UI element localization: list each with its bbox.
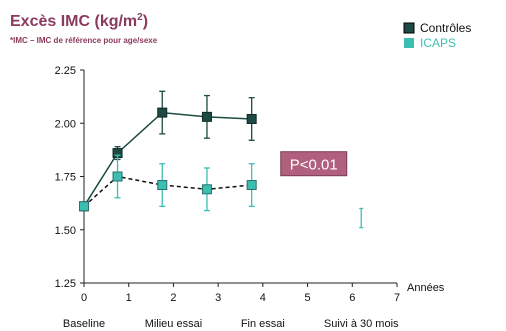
chart-title-main: Excès IMC (kg/m [10, 13, 137, 30]
data-point-1-1 [112, 171, 123, 182]
series-1 [79, 154, 257, 212]
data-point-0-2 [157, 107, 168, 118]
x-tick-label-7: 7 [394, 292, 400, 304]
x-axis-label: Années [407, 282, 445, 294]
legend-swatch-1 [404, 38, 414, 48]
x-tick-label-1: 1 [126, 292, 132, 304]
y-tick-label-2: 1.75 [55, 172, 76, 184]
legend-swatch-0 [403, 22, 415, 34]
series-0 [79, 90, 257, 212]
y-tick-label-1: 1.50 [55, 225, 76, 237]
legend-label-0: Contrôles [420, 21, 471, 35]
chart-title-sup: 2 [137, 12, 143, 23]
x-tick-label-3: 3 [215, 292, 221, 304]
chart-title-end: ) [143, 13, 148, 30]
x-tick-label-2: 2 [170, 292, 176, 304]
x-tick-label-0: 0 [81, 292, 87, 304]
y-tick-label-3: 2.00 [55, 118, 76, 130]
x-tick-label-4: 4 [260, 292, 266, 304]
legend-label-1: ICAPS [420, 36, 456, 50]
p-value-label: P<0.01 [290, 157, 338, 174]
plot-area: 1.25 1.50 1.75 2.00 2.25 0 1 2 3 4 5 6 7 Années Baseli… [55, 65, 445, 330]
chart-subtitle: *IMC – IMC de référence pour age/sexe [10, 36, 158, 45]
data-point-1-4 [246, 180, 257, 191]
y-tick-label-0: 1.25 [55, 278, 76, 290]
data-point-1-3 [201, 184, 212, 195]
x-category-label-1: Milieu essai [145, 318, 202, 330]
x-tick-label-5: 5 [305, 292, 311, 304]
data-point-1-2 [157, 180, 168, 191]
chart-title: Excès IMC (kg/m2) [10, 12, 148, 30]
x-category-label-3: Suivi à 30 mois [324, 318, 399, 330]
data-point-0-3 [201, 111, 212, 122]
data-point-0-4 [246, 113, 257, 124]
series-line-0 [83, 111, 252, 207]
series-line-1 [83, 175, 252, 207]
x-category-label-0: Baseline [63, 318, 105, 330]
p-value-box [280, 151, 348, 177]
data-point-1-0 [79, 201, 89, 212]
x-category-label-2: Fin essai [241, 318, 285, 330]
x-tick-label-6: 6 [349, 292, 355, 304]
y-tick-label-4: 2.25 [55, 65, 76, 77]
